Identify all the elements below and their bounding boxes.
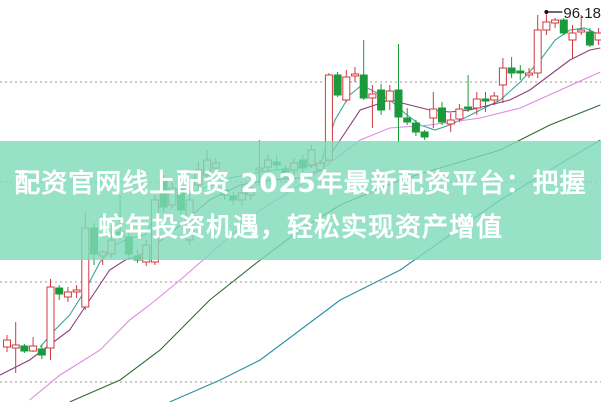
candle-body <box>11 344 20 349</box>
candle-body <box>429 108 438 119</box>
candle <box>429 92 438 128</box>
candle <box>333 72 342 97</box>
candle-body <box>359 74 368 99</box>
candle <box>455 104 464 122</box>
candle-body <box>72 289 81 293</box>
candle <box>420 130 429 140</box>
candle <box>63 287 72 302</box>
candle-body <box>20 345 29 352</box>
candle <box>438 102 446 125</box>
candle-body <box>385 90 394 102</box>
candle <box>525 68 533 78</box>
candle <box>411 120 420 136</box>
candle-body <box>333 74 342 96</box>
candle-body <box>3 339 11 348</box>
high-price-label: 96.18 <box>563 5 601 22</box>
candle <box>377 84 386 115</box>
candle-body <box>55 287 64 295</box>
title-line-2: 蛇年投资机遇，轻松实现资产增值 <box>97 213 503 243</box>
candle-body <box>455 108 464 120</box>
candle <box>568 25 577 58</box>
candle <box>3 335 11 352</box>
candle <box>46 279 55 360</box>
candle-body <box>525 72 533 76</box>
candle-body <box>411 122 420 133</box>
candle-body <box>37 348 46 356</box>
candle <box>472 92 481 115</box>
candle-body <box>594 32 601 41</box>
candle <box>403 108 412 125</box>
candle-body <box>533 29 542 74</box>
candle <box>446 113 455 132</box>
candle-body <box>403 117 412 123</box>
candle <box>351 67 359 82</box>
candle-body <box>420 131 429 138</box>
candle <box>72 285 81 298</box>
candle <box>507 57 516 78</box>
candle-body <box>464 106 473 110</box>
candle <box>394 44 403 143</box>
candle <box>342 70 351 102</box>
high-marker-dot <box>544 10 549 14</box>
candle <box>559 18 568 35</box>
candle-body <box>498 67 507 86</box>
candle <box>385 85 394 110</box>
candle <box>55 285 64 300</box>
candle-body <box>368 93 377 99</box>
candle <box>20 344 29 353</box>
candle-body <box>342 76 351 101</box>
candle <box>481 92 490 112</box>
candle <box>464 75 473 112</box>
high-price-marker: 96.18 <box>544 5 601 22</box>
candle-body <box>394 89 403 118</box>
candle-body <box>568 32 577 41</box>
candle-body <box>585 31 594 46</box>
candle <box>11 322 20 373</box>
title-banner: 配资官网线上配资 2025年最新配资平台：把握 蛇年投资机遇，轻松实现资产增值 <box>0 141 601 260</box>
candle-body <box>46 286 55 349</box>
candle-body <box>29 345 38 352</box>
candle-body <box>516 70 525 74</box>
candle <box>551 18 560 28</box>
candle <box>516 65 525 80</box>
candle-body <box>63 291 72 298</box>
candle <box>498 58 507 103</box>
candle <box>368 85 377 128</box>
candle <box>577 15 586 35</box>
candle-body <box>351 73 359 77</box>
candle <box>29 337 38 352</box>
candle-body <box>438 107 446 123</box>
candle-body <box>577 29 586 33</box>
candle-body <box>472 98 481 109</box>
candle-body <box>542 21 551 31</box>
candle <box>594 28 601 45</box>
candle-body <box>377 89 386 111</box>
candle <box>490 92 499 105</box>
candle <box>37 345 46 359</box>
candle-body <box>446 119 455 125</box>
candle-body <box>481 98 490 102</box>
candle-body <box>490 95 499 101</box>
candle-body <box>551 19 560 24</box>
candle <box>533 15 542 78</box>
candle-body <box>559 19 568 34</box>
candle-body <box>507 67 516 74</box>
title-line-1: 配资官网线上配资 2025年最新配资平台：把握 <box>14 169 587 199</box>
candle <box>585 28 594 47</box>
candle <box>359 40 368 100</box>
